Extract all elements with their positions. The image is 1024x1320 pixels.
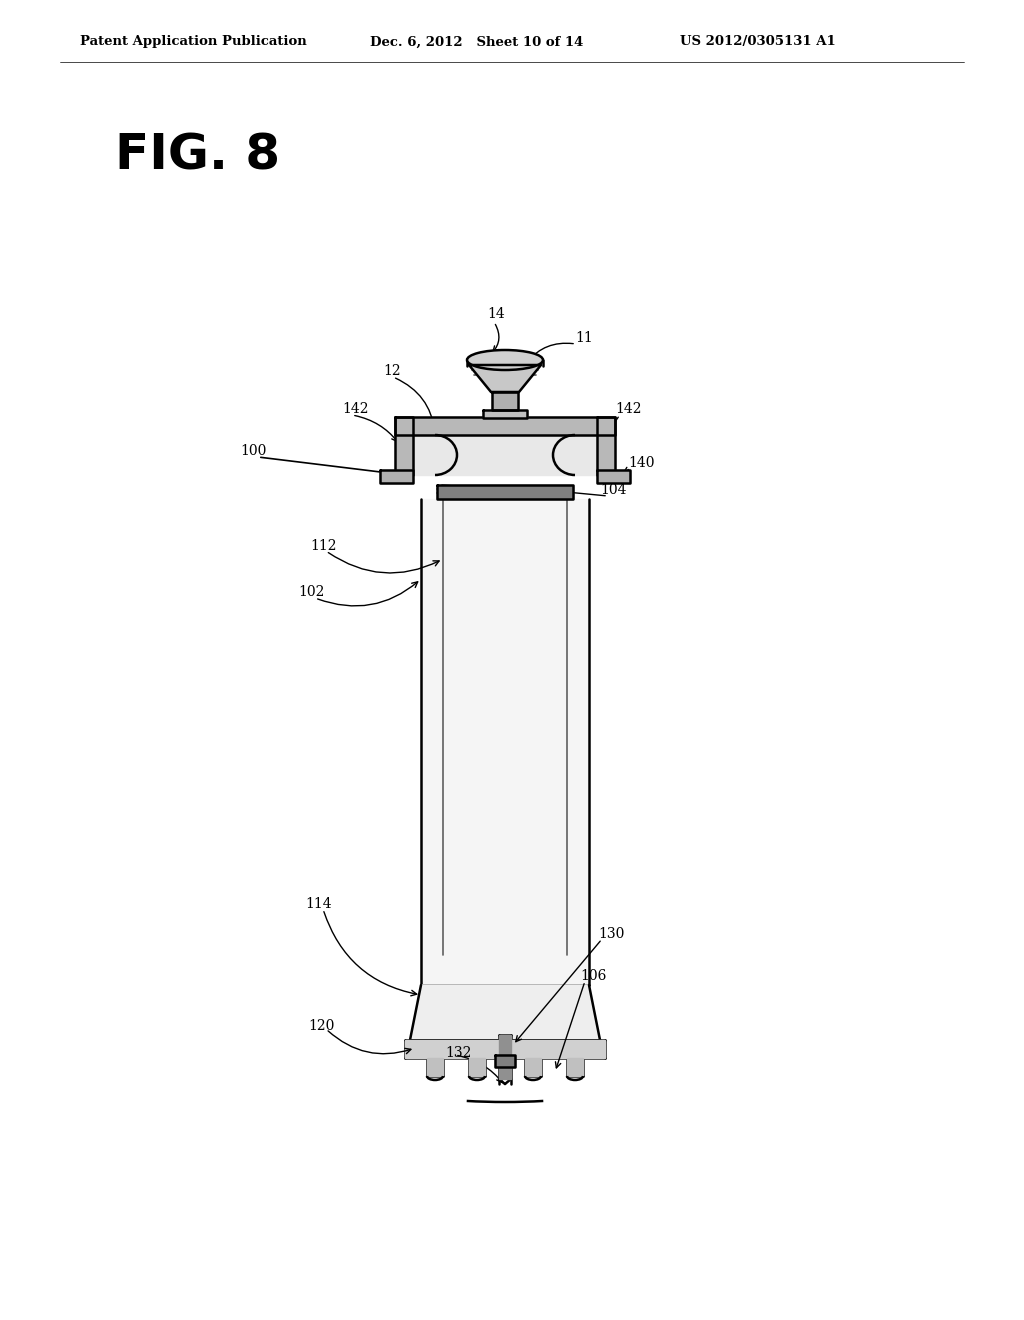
Polygon shape <box>469 366 541 392</box>
Polygon shape <box>567 1059 583 1076</box>
Text: 132: 132 <box>445 1045 471 1060</box>
Polygon shape <box>469 1059 485 1076</box>
Polygon shape <box>380 470 413 483</box>
Ellipse shape <box>467 350 543 370</box>
Text: 140: 140 <box>628 455 654 470</box>
Polygon shape <box>437 484 573 499</box>
Text: Dec. 6, 2012   Sheet 10 of 14: Dec. 6, 2012 Sheet 10 of 14 <box>370 36 584 49</box>
Text: 11: 11 <box>575 331 593 345</box>
Text: 114: 114 <box>305 898 332 911</box>
Polygon shape <box>395 417 413 475</box>
Text: US 2012/0305131 A1: US 2012/0305131 A1 <box>680 36 836 49</box>
Text: 12: 12 <box>383 364 400 378</box>
Text: 112: 112 <box>310 539 337 553</box>
Polygon shape <box>410 985 600 1040</box>
Polygon shape <box>395 417 615 436</box>
Polygon shape <box>483 411 527 418</box>
Text: 102: 102 <box>298 585 325 599</box>
Text: 142: 142 <box>342 403 369 416</box>
Polygon shape <box>421 499 589 985</box>
Polygon shape <box>525 1059 541 1076</box>
Text: 100: 100 <box>240 444 266 458</box>
Text: Patent Application Publication: Patent Application Publication <box>80 36 307 49</box>
Polygon shape <box>427 1059 443 1076</box>
Text: 14: 14 <box>487 308 505 321</box>
Text: 130: 130 <box>598 927 625 941</box>
Text: FIG. 8: FIG. 8 <box>115 131 281 180</box>
Polygon shape <box>499 1035 511 1078</box>
Polygon shape <box>406 1040 605 1059</box>
Text: 104: 104 <box>600 483 627 498</box>
Text: 106: 106 <box>580 969 606 983</box>
Polygon shape <box>495 1055 515 1067</box>
Polygon shape <box>597 470 630 483</box>
Text: 120: 120 <box>308 1019 335 1034</box>
Text: 142: 142 <box>615 403 641 416</box>
Polygon shape <box>492 392 518 411</box>
Polygon shape <box>597 417 615 475</box>
Polygon shape <box>413 436 597 475</box>
